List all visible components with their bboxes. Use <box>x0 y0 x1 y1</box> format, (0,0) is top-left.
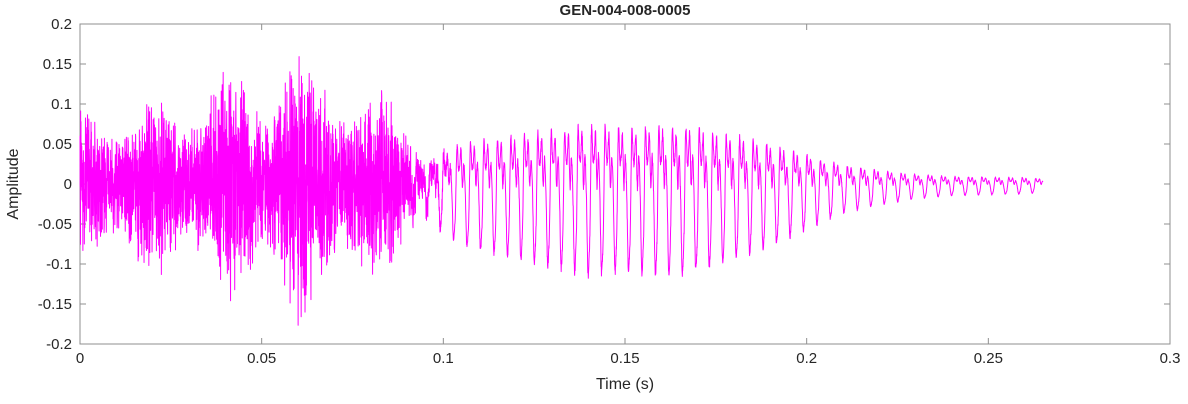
x-tick-label: 0.05 <box>247 350 276 367</box>
y-tick-label: 0.2 <box>51 16 72 33</box>
x-tick-label: 0 <box>76 350 84 367</box>
y-tick-label: 0.05 <box>43 136 72 153</box>
x-tick-label: 0.1 <box>433 350 454 367</box>
y-tick-label: -0.05 <box>38 216 72 233</box>
x-tick-label: 0.2 <box>796 350 817 367</box>
y-tick-label: 0.15 <box>43 56 72 73</box>
y-tick-label: 0 <box>64 176 72 193</box>
y-tick-label: 0.1 <box>51 96 72 113</box>
y-tick-label: -0.2 <box>46 336 72 353</box>
waveform-trace <box>79 56 1044 326</box>
x-tick-label: 0.3 <box>1160 350 1181 367</box>
x-tick-label: 0.15 <box>610 350 639 367</box>
y-tick-label: -0.15 <box>38 296 72 313</box>
y-tick-label: -0.1 <box>46 256 72 273</box>
x-tick-label: 0.25 <box>974 350 1003 367</box>
